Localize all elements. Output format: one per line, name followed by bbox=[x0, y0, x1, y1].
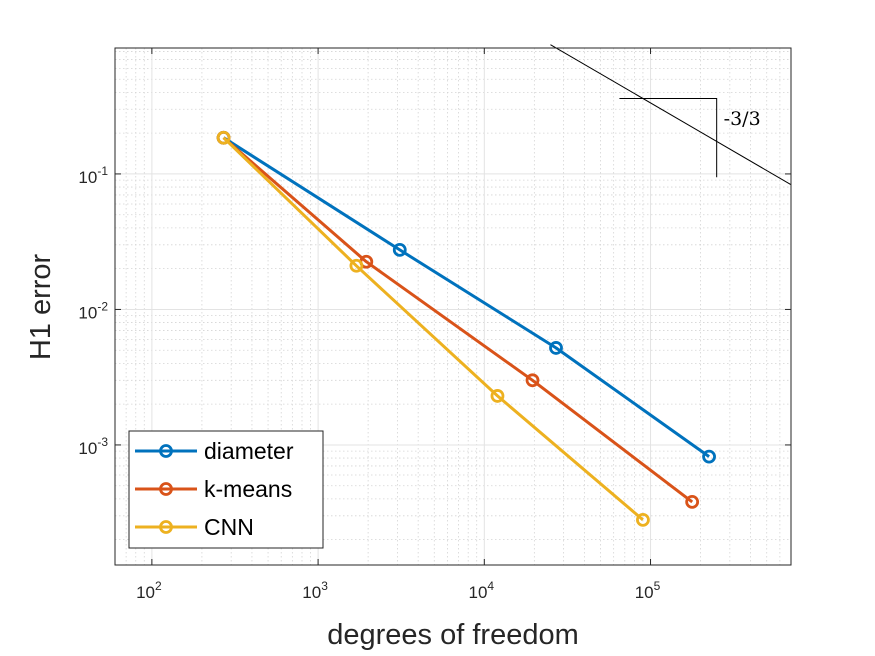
slope-line bbox=[550, 44, 792, 186]
data-point bbox=[490, 389, 505, 403]
data-point bbox=[525, 373, 540, 388]
tick-labels: 102 103 104 105 10-1 10-2 10-3 bbox=[78, 164, 660, 602]
x-axis-label: degrees of freedom bbox=[327, 619, 578, 651]
axes bbox=[114, 47, 792, 566]
axes-box bbox=[114, 47, 792, 566]
y-tick-label: 10-2 bbox=[78, 299, 108, 322]
legend-label: k-means bbox=[204, 476, 292, 502]
legend-marker bbox=[159, 520, 173, 534]
data-point bbox=[216, 130, 231, 145]
series-line bbox=[222, 136, 710, 458]
legend-label: CNN bbox=[204, 514, 254, 540]
legend-label: diameter bbox=[204, 438, 294, 464]
data-point bbox=[702, 449, 716, 464]
data-point bbox=[549, 341, 563, 355]
legend-marker bbox=[159, 482, 173, 496]
x-tick-label: 102 bbox=[136, 579, 162, 602]
data-point bbox=[685, 494, 700, 509]
y-tick-label: 10-1 bbox=[78, 164, 108, 187]
series-line bbox=[222, 136, 644, 521]
data-point bbox=[636, 512, 650, 527]
slope-label: -3/3 bbox=[724, 108, 761, 130]
x-tick-label: 104 bbox=[469, 579, 495, 602]
y-axis-label: H1 error bbox=[25, 253, 57, 360]
series-group bbox=[216, 130, 716, 527]
slope-triangle bbox=[619, 98, 718, 178]
series-cnn bbox=[216, 130, 650, 527]
y-tick-label: 10-3 bbox=[78, 435, 108, 458]
legend: diameter k-means CNN bbox=[128, 430, 324, 549]
slope-indicator: -3/3 bbox=[550, 44, 792, 186]
x-tick-label: 105 bbox=[635, 579, 661, 602]
legend-marker bbox=[159, 444, 173, 458]
series-line bbox=[222, 136, 694, 504]
data-point bbox=[349, 258, 364, 273]
x-tick-label: 103 bbox=[302, 579, 328, 602]
data-point bbox=[392, 243, 407, 257]
